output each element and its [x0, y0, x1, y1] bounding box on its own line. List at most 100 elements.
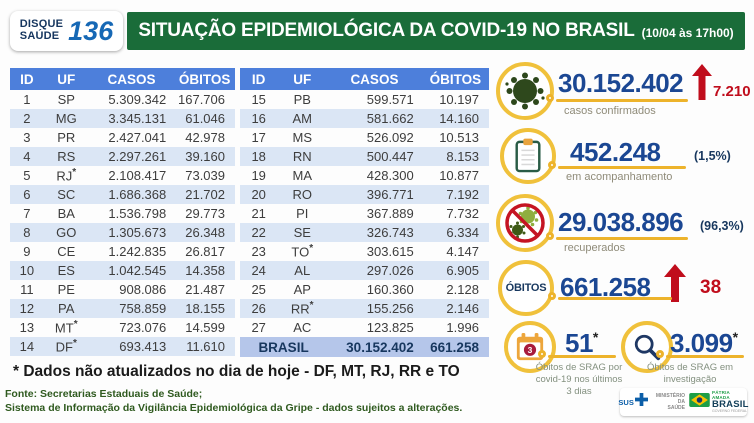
underline: [556, 99, 688, 102]
recovered-value: 29.038.896: [558, 207, 684, 237]
logo-word-disque: DISQUE: [19, 18, 64, 31]
underline-dot: [548, 161, 556, 169]
recovered-label: recuperados: [564, 242, 626, 254]
underline: [556, 237, 688, 240]
disque-saude-logo: DISQUE SAÚDE 136: [10, 11, 123, 51]
underline: [558, 166, 686, 169]
brasil-total-casos: 30.152.402: [346, 339, 414, 355]
obitos-circle-label: ÓBITOS: [505, 282, 547, 294]
table-row: 18 RN 500.447 8.153: [240, 147, 489, 166]
asterisk-marker: *: [732, 329, 738, 345]
page-title: SITUAÇÃO EPIDEMIOLÓGICA DA COVID-19 NO B…: [138, 20, 635, 41]
srag-3days-label: Óbitos de SRAG por covid-19 nos últimos …: [535, 362, 623, 397]
table-row: 4 RS 2.297.261 39.160: [10, 147, 235, 166]
table-row: 11 PE 908.086 21.487: [20, 282, 225, 297]
brasil-total-obitos: 661.258: [430, 339, 479, 355]
clipboard-icon: [500, 128, 556, 184]
table-row: 3 PR 2.427.041 42.978: [23, 130, 225, 145]
column-header-obitos: ÓBITOS: [429, 71, 482, 87]
underline: [548, 355, 616, 358]
table-row: 27 AC 123.825 1.996: [251, 320, 479, 335]
table-row: 21 PI 367.889 7.732: [251, 206, 479, 221]
logo-word-saude: SAÚDE: [19, 30, 60, 42]
srag-investigation-label: Óbitos de SRAG em investigação: [646, 362, 734, 385]
table-row: 22 SE 326.743 6.334: [240, 223, 489, 242]
table-row: 10 ES 1.042.545 14.358: [10, 261, 235, 280]
column-header-id: ID: [251, 71, 266, 87]
up-arrow-icon: [692, 64, 712, 105]
up-arrow-icon: [664, 264, 686, 307]
table-row: 2 MG 3.345.131 61.046: [10, 109, 235, 128]
table-row: 1 SP 5.309.342 167.706: [23, 92, 225, 107]
column-header-casos: CASOS: [350, 71, 399, 87]
confirmed-cases-value: 30.152.402: [558, 68, 684, 98]
table-row: 25 AP 160.360 2.128: [251, 282, 479, 297]
table-row: 6 SC 1.686.368 21.702: [10, 185, 235, 204]
title-banner: SITUAÇÃO EPIDEMIOLÓGICA DA COVID-19 NO B…: [127, 12, 745, 50]
source-line-2: Sistema de Informação da Vigilância Epid…: [5, 401, 463, 414]
confirmed-cases-label: casos confirmados: [564, 105, 656, 117]
followup-value: 452.248: [570, 137, 661, 167]
brazil-flag-icon: [689, 392, 710, 412]
underline-dot: [546, 94, 554, 102]
table-row: 9 CE 1.242.835 26.817: [23, 244, 225, 259]
sus-cross-icon: [634, 393, 648, 411]
logo-number-136: 136: [68, 15, 114, 46]
table-row: 8 GO 1.305.673 26.348: [10, 223, 235, 242]
column-header-obitos: ÓBITOS: [178, 71, 231, 87]
asterisk-marker: *: [592, 329, 598, 345]
srag-3days-value: 51*: [565, 328, 598, 358]
sus-logo: SUS: [618, 393, 648, 411]
underline-dot: [548, 292, 556, 300]
table-row: 16 AM 581.662 14.160: [240, 109, 489, 128]
table-row: 12 PA 758.859 18.155: [10, 299, 235, 318]
brasil-label: BRASIL: [258, 339, 309, 355]
source-lines: Fonte: Secretarias Estaduais de Saúde; S…: [5, 388, 462, 415]
brasil-total-row: BRASIL 30.152.402 661.258: [240, 337, 489, 357]
underline-dot: [546, 232, 554, 240]
followup-percent: (1,5%): [694, 149, 731, 163]
source-line-1: Fonte: Secretarias Estaduais de Saúde;: [5, 388, 203, 400]
table-row: 19 MA 428.300 10.877: [251, 168, 479, 183]
underline-dot: [656, 350, 664, 358]
deaths-delta: 38: [700, 277, 722, 298]
calendar-icon: 3: [504, 321, 556, 373]
confirmed-cases-delta: 7.210: [713, 83, 751, 100]
table-row: 13 MT* 723.076 14.599: [19, 319, 225, 336]
ministry-label: MINISTÉRIO DA SAÚDE: [655, 393, 686, 411]
column-header-casos: CASOS: [107, 71, 156, 87]
patria-amada-brasil-logo: PÁTRIA AMADA BRASIL GOVERNO FEDERAL: [689, 390, 749, 413]
no-virus-icon: [496, 194, 554, 252]
virus-icon: [496, 62, 554, 120]
table-row: 23 TO* 303.615 4.147: [251, 243, 479, 260]
table-2-body: 15 PB 599.571 10.197 16 AM 581.662 14.160 17 MS 52…: [240, 90, 489, 337]
followup-label: em acompanhamento: [566, 171, 673, 183]
table-row: 20 RO 396.771 7.192: [240, 185, 489, 204]
svg-text:3: 3: [528, 345, 533, 355]
deaths-value: 661.258: [560, 272, 651, 302]
government-logos: SUS MINISTÉRIO DA SAÚDE PÁTRIA AMADA BRA…: [618, 388, 749, 416]
column-header-uf: UF: [57, 71, 76, 87]
table-1-header-row: ID UF CASOS ÓBITOS: [10, 68, 235, 90]
table-row: 15 PB 599.571 10.197: [251, 92, 479, 107]
column-header-id: ID: [20, 71, 34, 87]
underline: [666, 355, 744, 358]
footnote-asterisk: * Dados não atualizados no dia de hoje -…: [13, 363, 460, 380]
table-row: 5 RJ* 2.108.417 73.039: [23, 167, 225, 184]
table-row: 24 AL 297.026 6.905: [240, 261, 489, 280]
states-table-2: ID UF CASOS ÓBITOS 15 PB 599.571 10.197 16 AM…: [240, 68, 489, 357]
table-row: 14 DF* 693.413 11.610: [10, 337, 235, 356]
table-2-header-row: ID UF CASOS ÓBITOS: [240, 68, 489, 90]
recovered-percent: (96,3%): [700, 219, 744, 233]
srag-investigation-value: 3.099*: [670, 328, 738, 358]
table-row: 26 RR* 155.256 2.146: [240, 299, 489, 318]
obitos-circle: ÓBITOS: [498, 260, 554, 316]
column-header-uf: UF: [293, 71, 312, 87]
disque-saude-label: DISQUE SAÚDE: [20, 19, 63, 42]
states-table-1: ID UF CASOS ÓBITOS 1 SP 5.309.342 167.706 2 M…: [10, 68, 235, 356]
timestamp: (10/04 às 17h00): [641, 25, 734, 40]
underline-dot: [538, 350, 546, 358]
underline: [558, 297, 672, 300]
table-row: 7 BA 1.536.798 29.773: [23, 206, 225, 221]
